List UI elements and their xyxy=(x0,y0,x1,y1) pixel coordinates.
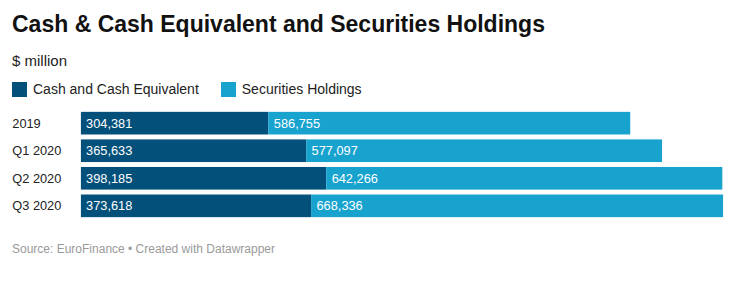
svg-text:Q1 2020: Q1 2020 xyxy=(12,143,61,158)
svg-text:577,097: 577,097 xyxy=(312,143,358,158)
svg-text:2019: 2019 xyxy=(12,116,40,131)
svg-text:642,266: 642,266 xyxy=(332,171,378,186)
svg-text:398,185: 398,185 xyxy=(86,171,132,186)
svg-text:304,381: 304,381 xyxy=(86,116,132,131)
html-text:Securities Holdings: Securities Holdings xyxy=(241,81,362,97)
html-text:Cash & Cash Equivalent and Sec: Cash & Cash Equivalent and Securities Ho… xyxy=(12,11,545,37)
svg-text:Q3 2020: Q3 2020 xyxy=(12,198,61,213)
html-text:Cash and Cash Equivalent: Cash and Cash Equivalent xyxy=(33,81,199,97)
html-text:Source: EuroFinance • Created: Source: EuroFinance • Created with Dataw… xyxy=(12,242,275,256)
svg-text:668,336: 668,336 xyxy=(317,198,363,213)
svg-text:586,755: 586,755 xyxy=(274,116,320,131)
svg-text:365,633: 365,633 xyxy=(86,143,132,158)
svg-text:373,618: 373,618 xyxy=(86,198,132,213)
svg-text:Q2 2020: Q2 2020 xyxy=(12,171,61,186)
html-text:$ million: $ million xyxy=(12,52,67,69)
